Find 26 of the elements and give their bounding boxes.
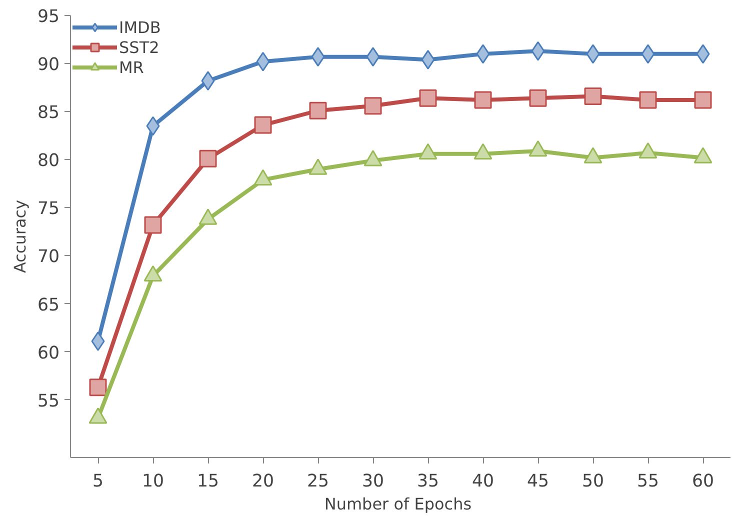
y-tick-label: 55: [37, 391, 60, 412]
y-tick-label: 85: [37, 103, 60, 124]
x-tick-label: 60: [692, 472, 714, 492]
y-tick-label: 95: [37, 7, 60, 27]
x-tick-label: 15: [196, 472, 220, 492]
y-tick-label: 60: [37, 343, 60, 364]
y-tick-label: 80: [37, 151, 60, 172]
y-tick-label: 65: [37, 295, 60, 316]
legend-label: SST2: [119, 38, 160, 56]
x-tick-label: 45: [526, 472, 550, 492]
x-tick-label: 25: [306, 472, 330, 492]
x-tick-label: 35: [416, 472, 440, 492]
y-tick-label: 90: [37, 55, 60, 76]
y-tick-label: 70: [37, 247, 60, 268]
legend-label: MR: [119, 58, 144, 76]
x-tick-label: 50: [582, 472, 604, 492]
x-tick-label: 55: [636, 472, 660, 492]
y-tick-label: 75: [37, 199, 60, 220]
x-axis-title: Number of Epochs: [324, 494, 472, 514]
legend-label: IMDB: [119, 18, 161, 36]
x-tick-label: 5: [92, 472, 104, 492]
y-axis-title: Accuracy: [10, 200, 30, 274]
x-tick-label: 30: [362, 472, 384, 492]
x-tick-label: 40: [472, 472, 494, 492]
x-tick-label: 20: [252, 472, 274, 492]
x-tick-label: 10: [142, 472, 164, 492]
